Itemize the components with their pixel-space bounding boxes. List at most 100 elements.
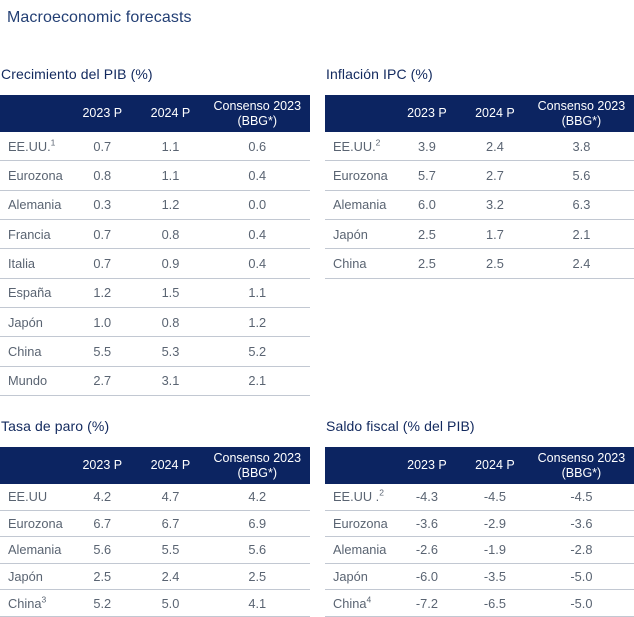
cell-value: 1.1	[161, 138, 180, 154]
cell-value: -3.6	[570, 515, 593, 531]
cell-value: -2.8	[570, 542, 593, 558]
row-label-text: Alemania	[333, 197, 387, 213]
cell-value: 0.7	[93, 256, 112, 272]
row-label-text: EE.UU .	[333, 489, 380, 505]
table-row: Eurozona 5.7 2.7 5.6	[325, 161, 634, 191]
header-2023p: 2023 P	[82, 106, 123, 121]
table-fiscal-balance: Saldo fiscal (% del PIB) 2023 P 2024 P C…	[325, 418, 634, 617]
table-row: Alemania 5.6 5.5 5.6	[0, 537, 310, 564]
table-row: Alemania 6.0 3.2 6.3	[325, 191, 634, 221]
cell-value: 6.7	[93, 515, 112, 531]
row-label: Alemania	[325, 197, 393, 212]
cell-value: 5.6	[93, 542, 112, 558]
cell-value: -3.5	[483, 569, 506, 584]
row-label-text: China	[8, 344, 42, 360]
cell-value: 5.2	[93, 595, 112, 611]
table-row: Japón 2.5 1.7 2.1	[325, 220, 634, 250]
table-title: Tasa de paro (%)	[1, 418, 110, 435]
cell-value: 0.9	[161, 256, 180, 272]
cell-value: 4.1	[248, 595, 267, 611]
footnote-superscript: 3	[41, 594, 47, 605]
table-cpi-inflation: Inflación IPC (%) 2023 P 2024 P Consenso…	[325, 66, 634, 396]
cell-value: 0.8	[161, 226, 180, 242]
cell-value: -2.6	[415, 542, 438, 558]
header-2023p: 2023 P	[407, 458, 447, 473]
cell-value: 2.4	[572, 256, 591, 272]
row-label-text: Alemania	[8, 197, 62, 213]
table-header-row: 2023 P 2024 P Consenso 2023 (BBG*)	[325, 447, 634, 485]
cell-value: 0.4	[248, 256, 267, 272]
cell-value: 3.8	[572, 138, 591, 154]
header-2023p: 2023 P	[407, 106, 447, 121]
cell-value: 0.8	[161, 314, 180, 330]
table-header-row: 2023 P 2024 P Consenso 2023 (BBG*)	[0, 447, 310, 485]
row-label: Japón	[325, 569, 393, 584]
header-consenso: Consenso 2023 (BBG*)	[537, 99, 626, 128]
cell-value: 4.2	[248, 489, 267, 505]
table-row: Japón 2.5 2.4 2.5	[0, 564, 310, 591]
row-label-text: Mundo	[8, 373, 48, 389]
cell-value: 5.5	[93, 344, 112, 360]
cell-value: -1.9	[483, 542, 506, 558]
cell-value: 0.7	[93, 138, 112, 154]
row-label: EE.UU .2	[325, 489, 393, 505]
cell-value: 2.7	[486, 168, 504, 184]
footnote-superscript: 1	[50, 137, 56, 148]
table-row: China 5.5 5.3 5.2	[0, 337, 310, 367]
table-row: EE.UU .2 -4.3 -4.5 -4.5	[325, 484, 634, 511]
table-row: EE.UU 4.2 4.7 4.2	[0, 484, 310, 511]
table-unemployment-rate: Tasa de paro (%) 2023 P 2024 P Consenso …	[0, 418, 310, 617]
row-label: Eurozona	[325, 168, 393, 183]
row-label: Alemania	[0, 542, 68, 557]
tables-grid: Crecimiento del PIB (%) 2023 P 2024 P Co…	[0, 66, 634, 617]
cell-value: -6.0	[415, 569, 438, 584]
row-label-text: Japón	[8, 569, 43, 584]
table-row: Mundo 2.7 3.1 2.1	[0, 367, 310, 397]
header-consenso: Consenso 2023 (BBG*)	[213, 99, 302, 128]
cell-value: 1.5	[161, 285, 180, 301]
cell-value: 5.5	[161, 542, 180, 558]
row-label-text: China	[333, 595, 367, 611]
row-label: Eurozona	[325, 516, 393, 531]
header-2024p: 2024 P	[475, 458, 515, 473]
table-body: EE.UU.1 0.7 1.1 0.6 Eurozona 0.8 1.1 0.4 Alemani…	[0, 132, 310, 397]
cell-value: 5.6	[572, 168, 591, 184]
table-gdp-growth: Crecimiento del PIB (%) 2023 P 2024 P Co…	[0, 66, 310, 397]
cell-value: 6.7	[161, 515, 180, 531]
header-consenso: Consenso 2023 (BBG*)	[537, 451, 626, 480]
cell-value: 1.2	[93, 285, 112, 301]
table-row: EE.UU.1 0.7 1.1 0.6	[0, 132, 310, 162]
row-label: Japón	[0, 569, 68, 584]
footnote-superscript: 4	[366, 594, 372, 605]
cell-value: 3.1	[161, 373, 180, 389]
table-title: Inflación IPC (%)	[326, 66, 433, 82]
page-title: Macroeconomic forecasts	[7, 9, 192, 26]
cell-value: 4.2	[93, 489, 112, 505]
row-label-text: Eurozona	[333, 168, 388, 184]
table-row: EE.UU.2 3.9 2.4 3.8	[325, 132, 634, 162]
row-label-text: España	[8, 285, 52, 301]
row-label-text: Alemania	[333, 542, 387, 558]
cell-value: 5.6	[248, 542, 267, 558]
cell-value: 1.1	[161, 168, 180, 184]
cell-value: 1.2	[161, 197, 180, 213]
cell-value: 5.7	[418, 168, 436, 184]
cell-value: 0.4	[248, 168, 267, 184]
table-row: Eurozona -3.6 -2.9 -3.6	[325, 511, 634, 538]
cell-value: 0.3	[93, 197, 112, 213]
cell-value: 2.7	[93, 373, 112, 389]
header-2024p: 2024 P	[150, 106, 191, 121]
table-header-row: 2023 P 2024 P Consenso 2023 (BBG*)	[0, 95, 310, 132]
cell-value: 1.2	[248, 314, 267, 330]
cell-value: -3.6	[415, 515, 438, 531]
cell-value: 2.5	[248, 569, 267, 584]
row-label-text: Eurozona	[8, 168, 63, 184]
table-row: Italia 0.7 0.9 0.4	[0, 249, 310, 279]
cell-value: 3.9	[418, 138, 436, 154]
table-row: China4 -7.2 -6.5 -5.0	[325, 590, 634, 617]
row-label: Japón	[0, 315, 68, 330]
row-label: China	[0, 344, 68, 359]
cell-value: 2.5	[418, 226, 436, 242]
cell-value: 2.4	[161, 569, 180, 584]
table-row: Japón -6.0 -3.5 -5.0	[325, 564, 634, 591]
